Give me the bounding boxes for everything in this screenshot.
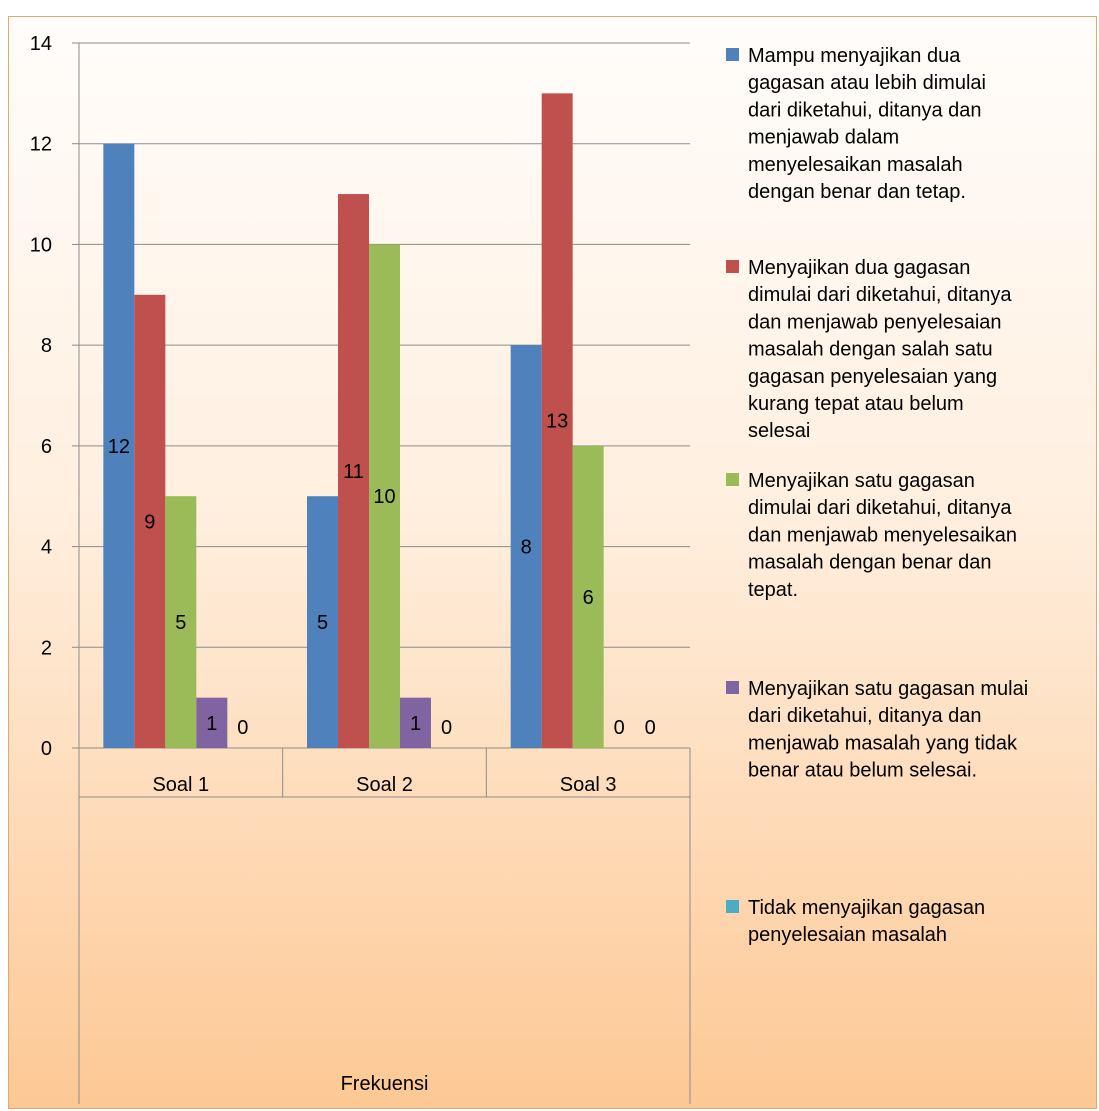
legend-entry-text: gagasan penyelesaian yang xyxy=(748,366,997,388)
bar xyxy=(307,496,338,748)
legend-entry-text: benar atau belum selesai. xyxy=(748,760,977,782)
legend-marker xyxy=(726,473,739,486)
legend-entry-text: gagasan atau lebih dimulai xyxy=(748,72,986,94)
y-tick-label: 14 xyxy=(30,33,52,55)
legend-marker xyxy=(726,681,739,694)
legend-entry-text: Menyajikan satu gagasan mulai xyxy=(748,678,1028,700)
legend-entry-text: Menyajikan satu gagasan xyxy=(748,470,975,492)
category-label: Soal 3 xyxy=(560,774,617,796)
legend-entry-text: menjawab dalam xyxy=(748,127,899,149)
data-label: 5 xyxy=(317,612,328,634)
legend-entry-text: dari diketahui, ditanya dan xyxy=(748,99,982,121)
data-label: 5 xyxy=(175,612,186,634)
y-tick-label: 12 xyxy=(30,134,52,156)
bar xyxy=(165,496,197,748)
bar xyxy=(103,143,135,748)
data-label: 13 xyxy=(546,411,568,433)
bars xyxy=(103,93,604,749)
data-label: 11 xyxy=(343,461,364,483)
y-tick-label: 8 xyxy=(41,335,52,357)
y-tick-label: 10 xyxy=(30,234,52,256)
legend-entry-text: masalah dengan benar dan xyxy=(748,552,992,574)
y-tick-label: 4 xyxy=(41,537,52,559)
legend-entry-text: dan menjawab penyelesaian xyxy=(748,311,1002,333)
bar xyxy=(541,93,573,749)
data-label: 1 xyxy=(410,713,421,735)
data-label: 6 xyxy=(583,587,594,609)
data-label: 0 xyxy=(237,717,248,739)
bar xyxy=(196,697,228,748)
legend-entry-text: masalah dengan salah satu xyxy=(748,339,993,361)
legend-marker xyxy=(726,48,739,61)
legend-entry-text: penyelesaian masalah xyxy=(748,924,947,946)
legend-entry-text: dari diketahui, ditanya dan xyxy=(748,705,982,727)
legend-entry-text: Mampu menyajikan dua xyxy=(748,45,961,67)
legend-entry-text: dimulai dari diketahui, ditanya xyxy=(748,284,1012,306)
y-tick-label: 2 xyxy=(41,637,52,659)
category-label: Soal 2 xyxy=(356,774,413,796)
legend-entry-text: menjawab masalah yang tidak xyxy=(748,732,1018,754)
bar xyxy=(134,294,166,748)
legend-entry-text: selesai xyxy=(748,420,810,442)
legend-entry-text: dan menjawab menyelesaikan xyxy=(748,524,1017,546)
legend-entry-text: tepat. xyxy=(748,579,798,601)
bar xyxy=(400,697,431,748)
data-label: 10 xyxy=(373,486,395,508)
y-tick-label: 0 xyxy=(41,738,52,760)
legend-entry-text: kurang tepat atau belum xyxy=(748,393,964,415)
legend-entry-text: Menyajikan dua gagasan xyxy=(748,257,970,279)
data-label: 0 xyxy=(645,717,656,739)
bar xyxy=(338,194,369,749)
data-label: 0 xyxy=(614,717,625,739)
legend-marker xyxy=(726,260,739,273)
legend-entry-text: Tidak menyajikan gagasan xyxy=(748,897,985,919)
data-label: 0 xyxy=(441,717,452,739)
category-label: Soal 1 xyxy=(152,774,209,796)
legend-marker xyxy=(726,900,739,913)
legend: Mampu menyajikan dua gagasan atau lebih d… xyxy=(726,45,1028,946)
legend-entry-text: dengan benar dan tetap. xyxy=(748,181,966,203)
legend-entry-text: dimulai dari diketahui, ditanya xyxy=(748,497,1012,519)
y-tick-label: 6 xyxy=(41,436,52,458)
bar xyxy=(510,345,542,748)
legend-entry-text: menyelesaikan masalah xyxy=(748,154,963,176)
data-label: 12 xyxy=(108,436,130,458)
data-label: 1 xyxy=(206,713,217,735)
data-label: 8 xyxy=(521,537,532,559)
group-label: Frekuensi xyxy=(341,1073,429,1095)
bar xyxy=(369,244,400,748)
data-label: 9 xyxy=(144,511,155,533)
bar xyxy=(572,445,604,748)
